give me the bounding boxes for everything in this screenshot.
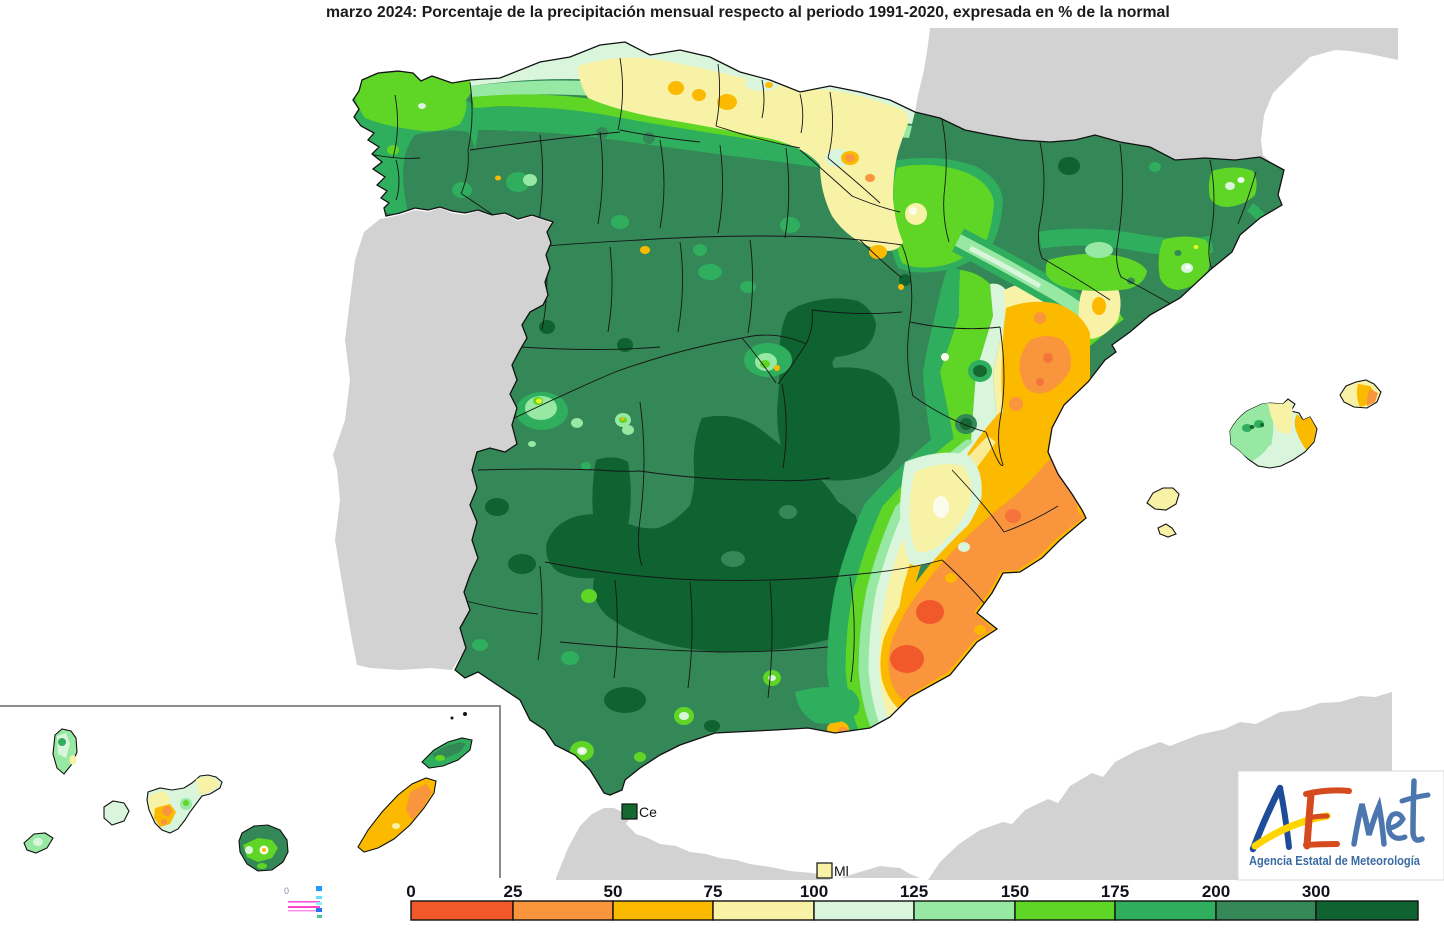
svg-text:75: 75 (704, 882, 723, 901)
svg-text:50: 50 (604, 882, 623, 901)
svg-text:300: 300 (1302, 882, 1330, 901)
svg-text:25: 25 (504, 882, 523, 901)
svg-text:Agencia Estatal de Meteorologí: Agencia Estatal de Meteorología (1249, 854, 1421, 868)
svg-text:200: 200 (1202, 882, 1230, 901)
svg-text:125: 125 (900, 882, 928, 901)
svg-text:0: 0 (406, 882, 415, 901)
svg-text:0: 0 (284, 886, 289, 896)
svg-text:175: 175 (1101, 882, 1129, 901)
svg-text:150: 150 (1001, 882, 1029, 901)
svg-text:Ce: Ce (639, 804, 657, 820)
svg-text:Ml: Ml (834, 863, 849, 879)
svg-text:marzo 2024: Porcentaje de la p: marzo 2024: Porcentaje de la precipitaci… (326, 4, 1170, 21)
svg-text:100: 100 (800, 882, 828, 901)
